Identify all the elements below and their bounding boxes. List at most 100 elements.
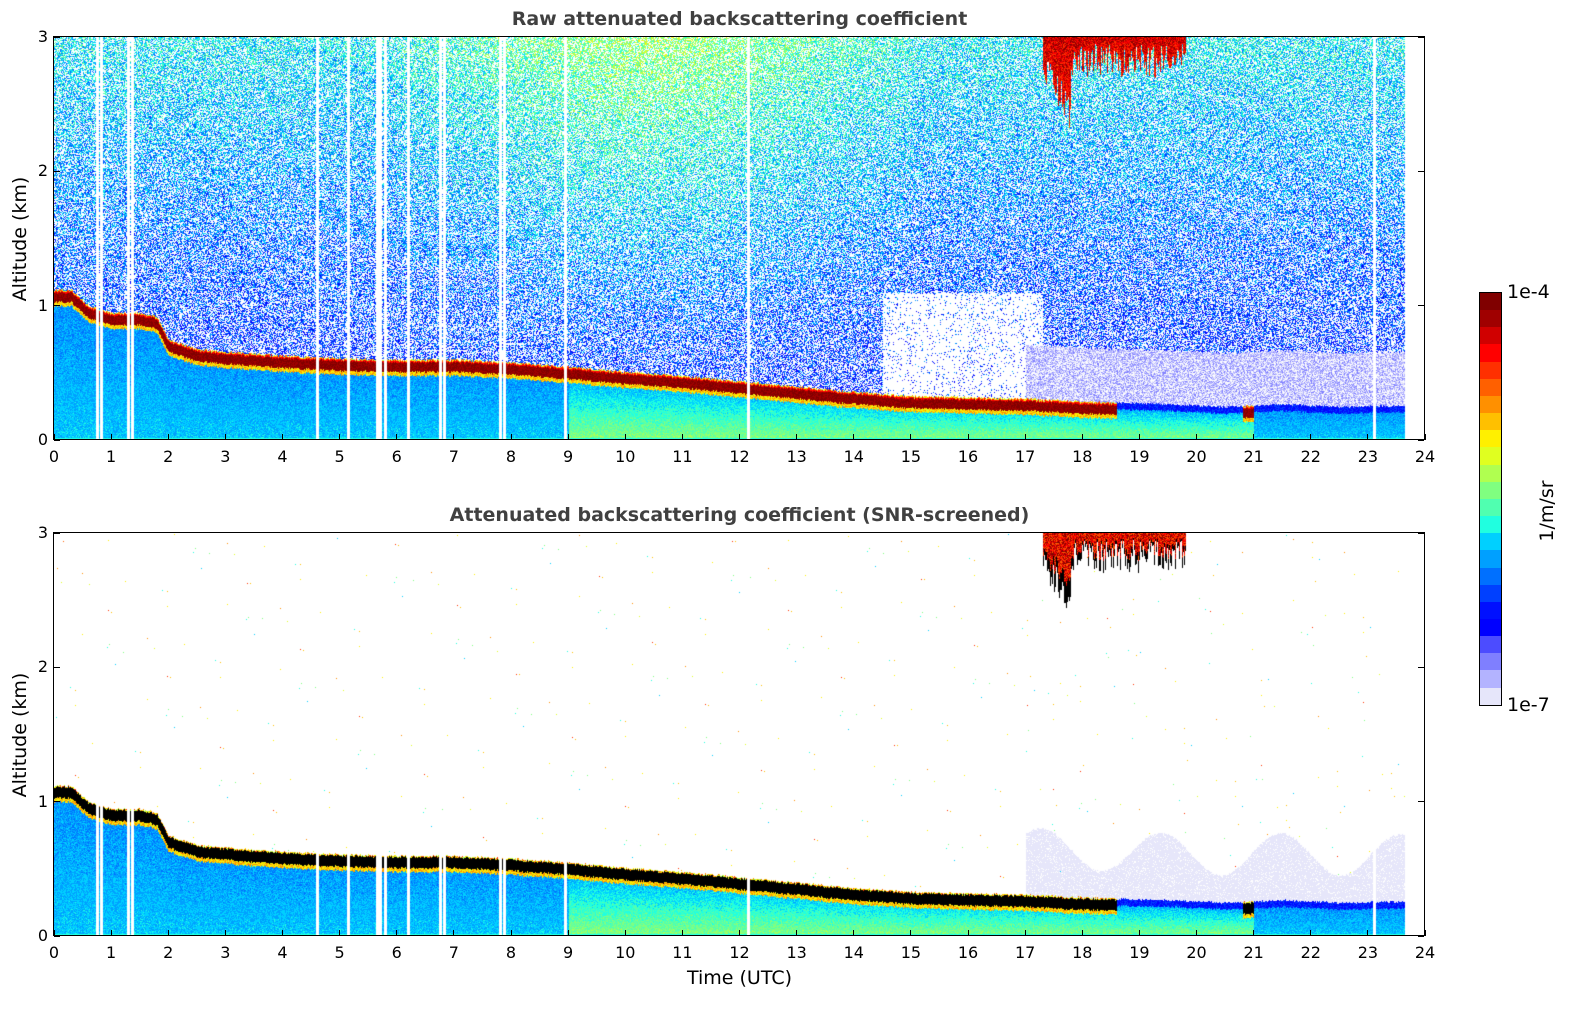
x-tick-label: 23 [1357,447,1379,466]
y-tick-mark [1418,666,1424,668]
x-tick-label: 22 [1300,943,1321,962]
y-tick-label: 1 [37,295,48,315]
x-tick-label: 5 [334,943,345,962]
y-tick-label: 1 [37,791,48,811]
x-tick-mark [1138,930,1140,936]
x-tick-label: 9 [563,447,574,466]
colorbar-segment [1480,464,1501,482]
x-tick-label: 7 [448,943,459,962]
x-tick-label: 2 [163,447,174,466]
x-tick-mark [796,434,798,440]
bottom-heatmap-canvas [54,533,1425,936]
x-tick-label: 14 [843,943,864,962]
x-axis-label: Time (UTC) [686,967,793,989]
x-tick-label: 19 [1129,943,1150,962]
y-tick-label: 0 [37,430,48,449]
x-tick-mark [739,434,740,440]
x-tick-mark [396,434,398,440]
x-tick-label: 5 [334,447,345,466]
x-tick-label: 16 [957,447,979,466]
x-tick-label: 6 [391,943,402,962]
y-tick-mark [54,666,60,668]
x-tick-label: 1 [106,943,117,962]
x-tick-mark [1367,434,1369,440]
colorbar-segment [1480,601,1501,619]
y-tick-mark [54,935,60,937]
top-heatmap-canvas [54,37,1425,440]
x-tick-label: 24 [1414,943,1436,962]
x-tick-mark [1024,930,1026,936]
y-tick-mark [54,305,60,307]
y-tick-label: 3 [37,27,48,46]
x-tick-mark [910,434,912,440]
x-tick-mark [224,930,226,936]
colorbar-segment [1480,413,1501,431]
x-tick-mark [853,434,855,440]
top-y-axis-label: Altitude (km) [9,176,31,302]
y-tick-mark [1418,170,1424,172]
x-tick-mark [396,930,398,936]
x-tick-mark [967,930,969,936]
x-tick-mark [967,434,969,440]
colorbar-segment [1480,567,1501,585]
x-tick-mark [453,434,455,440]
y-tick-mark [1418,36,1424,38]
colorbar-segment [1480,361,1501,379]
x-tick-label: 4 [277,447,288,466]
x-tick-mark [1024,434,1026,440]
x-tick-label: 11 [672,943,693,962]
y-tick-mark [54,801,60,803]
x-tick-mark [53,434,55,440]
colorbar-max-label: 1e-4 [1507,281,1550,303]
colorbar-segment [1480,533,1501,551]
colorbar-segment [1480,395,1501,414]
x-tick-label: 4 [277,943,288,962]
x-tick-label: 12 [729,943,750,962]
x-tick-mark [510,930,512,936]
x-tick-mark [1310,930,1312,936]
x-tick-label: 18 [1072,943,1093,962]
x-tick-label: 15 [900,447,922,466]
x-tick-mark [624,930,626,936]
colorbar-segment [1480,550,1501,568]
x-tick-mark [1424,930,1426,936]
x-tick-mark [167,930,169,936]
y-tick-mark [1418,935,1424,937]
x-tick-mark [739,930,740,936]
x-tick-mark [853,930,855,936]
x-tick-mark [1253,930,1255,936]
x-tick-mark [339,434,341,440]
x-tick-label: 11 [672,447,693,466]
x-tick-label: 0 [48,943,60,962]
colorbar [1479,292,1502,706]
x-tick-mark [567,434,569,440]
bottom-heatmap-area [54,533,1425,936]
x-tick-label: 19 [1129,447,1150,466]
y-tick-label: 2 [37,657,48,677]
x-tick-label: 0 [48,447,60,466]
x-tick-mark [1081,930,1083,936]
x-tick-label: 18 [1072,447,1093,466]
x-tick-mark [624,434,626,440]
colorbar-segment [1480,310,1501,328]
x-tick-label: 17 [1014,943,1036,962]
y-tick-mark [1418,532,1424,534]
x-tick-label: 20 [1186,943,1207,962]
x-tick-label: 2 [163,943,174,962]
y-tick-mark [54,439,60,441]
x-tick-label: 6 [391,447,402,466]
x-tick-mark [796,930,798,936]
x-tick-label: 7 [448,447,459,466]
x-tick-label: 14 [843,447,864,466]
colorbar-segment [1480,516,1501,534]
y-tick-label: 3 [37,523,48,542]
x-tick-mark [1196,930,1197,936]
colorbar-segment [1480,636,1501,654]
bottom-chart-title: Attenuated backscattering coefficient (S… [449,504,1030,526]
x-tick-mark [282,930,283,936]
colorbar-segment [1480,293,1501,311]
x-tick-label: 15 [900,943,922,962]
colorbar-segment [1480,344,1501,362]
x-tick-mark [910,930,912,936]
x-tick-label: 21 [1243,447,1264,466]
